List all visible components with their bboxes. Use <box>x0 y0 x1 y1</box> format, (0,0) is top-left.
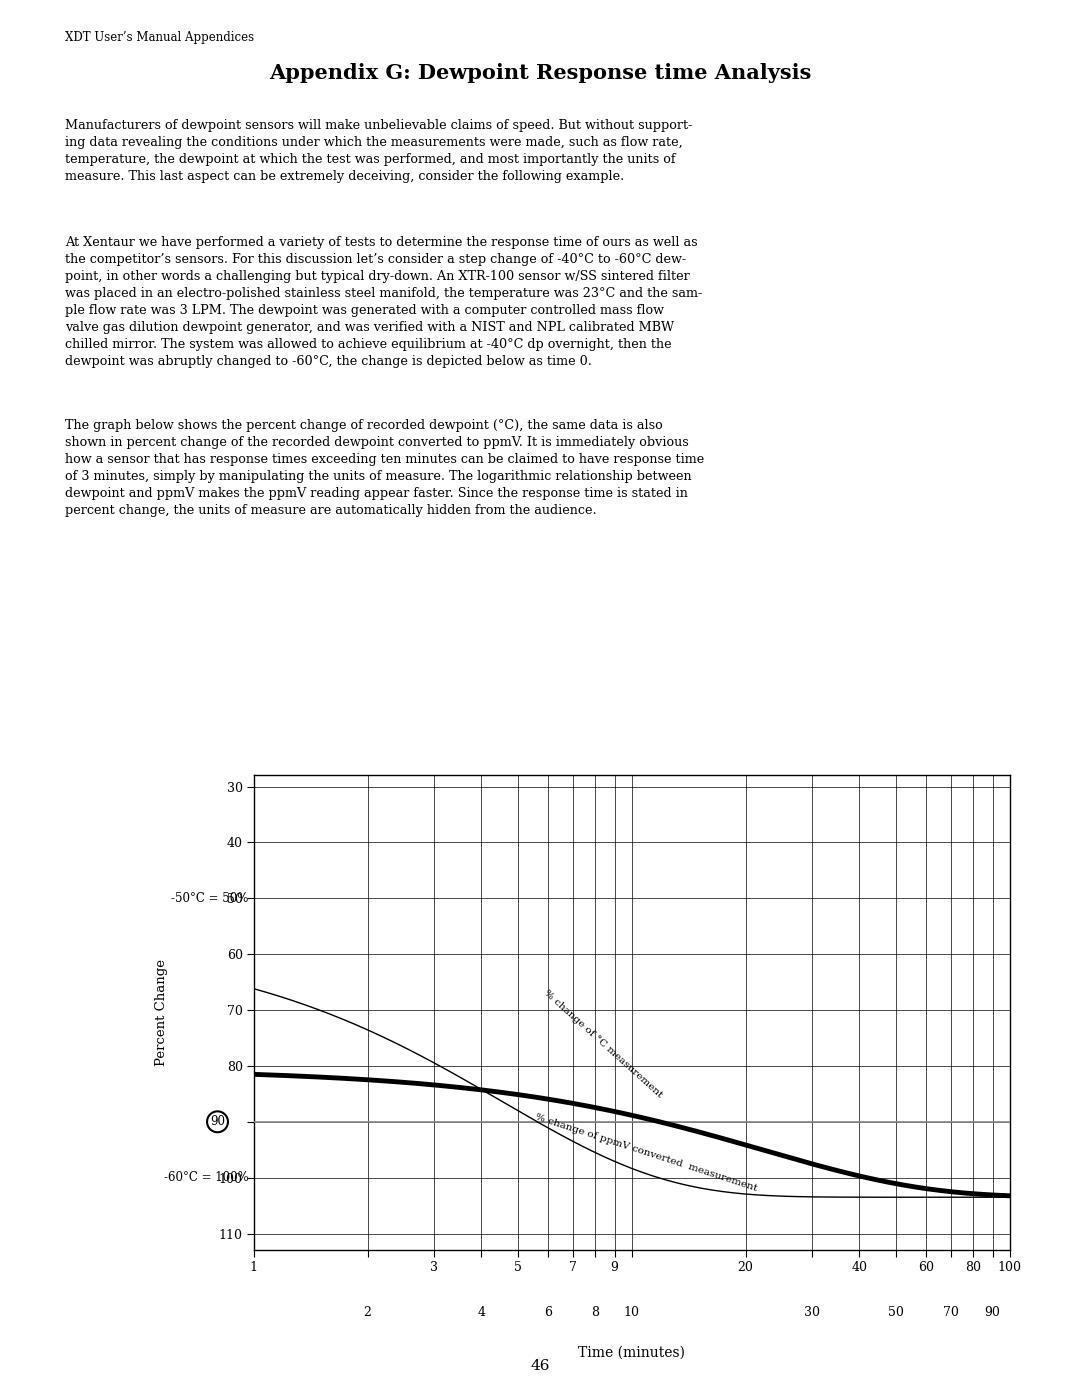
Text: 70: 70 <box>943 1306 959 1319</box>
Text: 50: 50 <box>888 1306 904 1319</box>
Text: 10: 10 <box>624 1306 639 1319</box>
Text: At Xentaur we have performed a variety of tests to determine the response time o: At Xentaur we have performed a variety o… <box>65 236 702 367</box>
Text: Percent Change: Percent Change <box>156 960 168 1066</box>
Text: 90: 90 <box>210 1115 225 1129</box>
Text: Time (minutes): Time (minutes) <box>578 1345 686 1359</box>
Text: 90: 90 <box>985 1306 1000 1319</box>
Text: 8: 8 <box>591 1306 599 1319</box>
Text: 2: 2 <box>364 1306 372 1319</box>
Text: 30: 30 <box>805 1306 820 1319</box>
Text: The graph below shows the percent change of recorded dewpoint (°C), the same dat: The graph below shows the percent change… <box>65 419 704 517</box>
Text: XDT User’s Manual Appendices: XDT User’s Manual Appendices <box>65 31 254 43</box>
Text: 46: 46 <box>530 1359 550 1373</box>
Text: % change of °C measurement: % change of °C measurement <box>542 988 664 1099</box>
Text: 4: 4 <box>477 1306 485 1319</box>
Text: 6: 6 <box>544 1306 552 1319</box>
Text: -50°C = 50%: -50°C = 50% <box>171 891 248 905</box>
Text: -60°C = 100%: -60°C = 100% <box>164 1171 248 1185</box>
Text: % change of ppmV converted  measurement: % change of ppmV converted measurement <box>534 1112 758 1193</box>
Text: Appendix G: Dewpoint Response time Analysis: Appendix G: Dewpoint Response time Analy… <box>269 63 811 82</box>
Text: Manufacturers of dewpoint sensors will make unbelievable claims of speed. But wi: Manufacturers of dewpoint sensors will m… <box>65 119 692 183</box>
